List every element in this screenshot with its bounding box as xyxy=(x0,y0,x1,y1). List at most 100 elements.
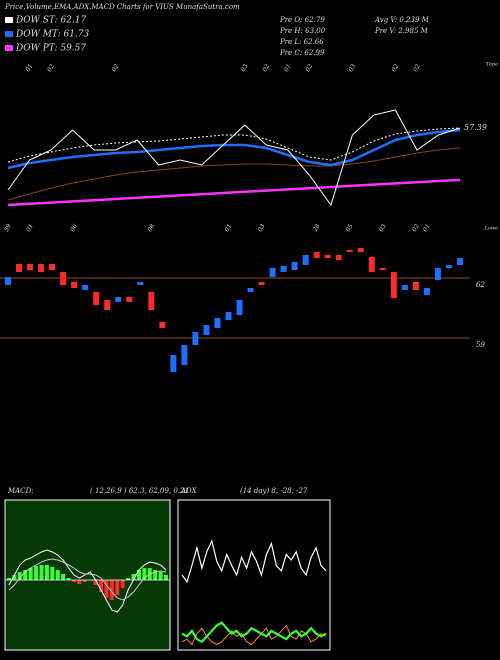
candle xyxy=(203,325,210,335)
histogram-bar xyxy=(34,566,39,580)
candle xyxy=(346,250,353,252)
legend-swatch xyxy=(5,45,13,51)
histogram-bar xyxy=(28,568,33,580)
x-tick-label: 03 xyxy=(347,63,357,73)
candle xyxy=(423,288,430,295)
histogram-bar xyxy=(158,572,163,580)
x-tick-label: 02 xyxy=(46,63,56,73)
candle xyxy=(357,248,364,252)
histogram-bar xyxy=(50,567,55,580)
info-text: Avg V: 0.239 M xyxy=(374,16,430,24)
legend-swatch xyxy=(5,17,13,23)
line-series xyxy=(7,178,461,207)
candle xyxy=(335,255,342,260)
last-value-label: 57.39 xyxy=(464,123,487,132)
info-text: Pre V: 2.985 M xyxy=(374,27,429,35)
line-series xyxy=(181,624,327,646)
histogram-bar xyxy=(61,574,66,580)
x-tick-label: 08 xyxy=(146,223,156,233)
candle xyxy=(412,282,419,290)
candle xyxy=(379,268,386,270)
line-series xyxy=(181,621,327,644)
candle xyxy=(115,297,122,302)
histogram-bar xyxy=(44,565,49,580)
histogram-bar xyxy=(142,568,147,580)
candle xyxy=(159,322,166,328)
y-tick-label: 62 xyxy=(476,281,485,289)
line-series xyxy=(7,109,461,207)
legend-label: DOW ST: 62.17 xyxy=(15,16,86,26)
histogram-bar xyxy=(55,570,60,580)
x-tick-label: 03 xyxy=(240,63,250,73)
x-tick-label: 05 xyxy=(345,223,355,233)
histogram-bar xyxy=(136,570,141,580)
x-tick-label: 02 xyxy=(411,223,421,233)
legend-label: DOW MT: 61.73 xyxy=(15,30,90,40)
line-series xyxy=(8,558,167,601)
candle xyxy=(214,318,221,328)
histogram-bar xyxy=(7,578,11,580)
histogram-bar xyxy=(71,580,76,582)
candle xyxy=(181,345,188,365)
x-tick-label: 01 xyxy=(224,223,234,233)
candle xyxy=(170,355,177,372)
histogram-bar xyxy=(164,575,168,580)
info-text: Pre C: 62.99 xyxy=(279,49,325,57)
candle xyxy=(192,332,199,345)
candle xyxy=(49,264,56,270)
candle xyxy=(434,268,441,280)
candle xyxy=(71,282,78,288)
candle xyxy=(390,272,397,298)
panel-subtitle: (14 day) 8, -28, -27 xyxy=(240,487,308,495)
panel xyxy=(177,499,331,651)
line-series xyxy=(7,128,461,170)
legend-swatch xyxy=(5,31,13,37)
panel-subtitle: ( 12,26,9 ) 62.3, 62.09, 0.21 xyxy=(90,487,189,495)
candle xyxy=(16,264,23,272)
info-text: Pre L: 62.66 xyxy=(279,38,324,46)
candle xyxy=(137,282,144,285)
panel-title: MACD: xyxy=(7,487,34,495)
histogram-bar xyxy=(12,575,17,580)
candle xyxy=(313,252,320,258)
candle xyxy=(280,266,287,272)
histogram-bar xyxy=(66,578,71,580)
x-tick-label: 02 xyxy=(412,63,422,73)
x-tick-label: 01 xyxy=(25,63,35,73)
histogram-bar xyxy=(153,570,158,580)
y-tick-label: 59 xyxy=(476,341,485,349)
x-tick-label: 06 xyxy=(69,223,79,233)
candle xyxy=(38,264,45,272)
legend-label: DOW PT: 59.57 xyxy=(15,44,86,54)
histogram-bar xyxy=(99,580,104,592)
histogram-bar xyxy=(77,580,82,584)
x-tick-label: 02 xyxy=(390,63,400,73)
histogram-bar xyxy=(104,580,109,598)
candle xyxy=(258,282,265,285)
x-tick-label: 59 xyxy=(3,223,13,233)
x-tick-label: 28 xyxy=(311,223,321,234)
candle xyxy=(291,262,298,270)
candle xyxy=(269,268,276,277)
histogram-bar xyxy=(109,580,114,600)
histogram-bar xyxy=(93,580,98,585)
histogram-bar xyxy=(131,574,136,580)
corner-label: Topa xyxy=(486,62,498,68)
candle xyxy=(5,277,11,285)
histogram-bar xyxy=(23,570,28,580)
x-tick-label: 03 xyxy=(257,223,267,233)
candle xyxy=(368,257,375,272)
candle xyxy=(457,258,463,265)
candle xyxy=(60,272,67,285)
candle xyxy=(148,292,155,310)
x-tick-label: 02 xyxy=(261,63,271,73)
x-tick-label: 03 xyxy=(378,223,388,233)
line-series xyxy=(7,147,461,201)
x-tick-label: 02 xyxy=(111,63,121,73)
info-text: Pre O: 62.79 xyxy=(279,16,325,24)
panel-title: ADX xyxy=(180,487,198,495)
candle xyxy=(247,288,254,292)
candle xyxy=(104,300,111,310)
x-tick-label: 01 xyxy=(283,63,293,73)
